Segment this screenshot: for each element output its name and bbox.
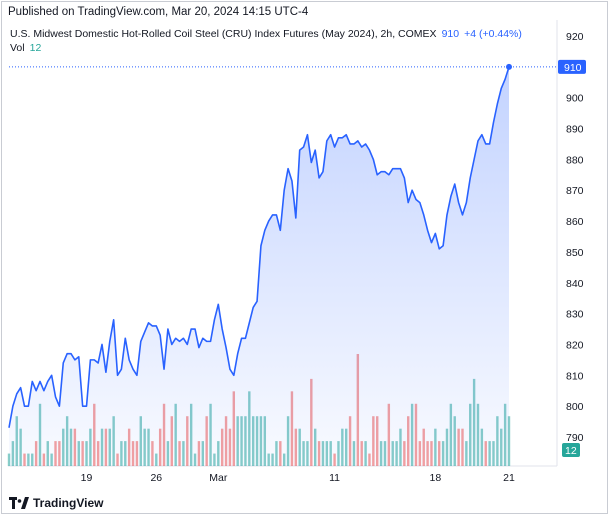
last-price-label: 910 [558, 59, 586, 74]
volume-value-label: 12 [562, 443, 580, 457]
price-area-fill [9, 66, 509, 466]
time-tick-label: 19 [81, 472, 93, 484]
price-tick-label: 800 [566, 401, 584, 413]
last-price-marker [506, 63, 512, 70]
price-tick-label: 840 [566, 278, 584, 290]
price-chart[interactable]: 790800810820830840850860870880890900920 … [0, 0, 611, 490]
price-tick-label: 810 [566, 370, 584, 382]
price-tick-label: 920 [566, 31, 584, 43]
tradingview-logo[interactable]: TradingView [9, 496, 103, 510]
price-tick-label: 860 [566, 216, 584, 228]
price-tick-label: 830 [566, 309, 584, 321]
price-line [8, 66, 510, 428]
last-price-label-text: 910 [564, 62, 582, 74]
time-axis[interactable]: 19 26 Mar 11 18 21 [81, 472, 515, 484]
price-axis[interactable]: 790 800 810 820 830 840 850 860 870 880 890 900 920 [566, 31, 584, 444]
volume-legend-value: 12 [29, 42, 42, 54]
price-tick-label: 890 [566, 124, 584, 136]
symbol-legend[interactable]: U.S. Midwest Domestic Hot-Rolled Coil St… [10, 28, 522, 40]
volume-value-label-text: 12 [565, 445, 577, 457]
price-tick-label: 820 [566, 339, 584, 351]
time-tick-label: 26 [150, 472, 162, 484]
volume-legend-label: Vol [10, 42, 25, 54]
time-tick-label: Mar [209, 472, 228, 484]
published-caption: Published on TradingView.com, Mar 20, 20… [8, 6, 309, 18]
price-tick-label: 850 [566, 247, 584, 259]
time-tick-label: 11 [329, 472, 340, 484]
price-tick-label: 870 [566, 185, 584, 197]
tradingview-brand-text: TradingView [33, 496, 104, 510]
price-tick-label: 880 [566, 154, 584, 166]
price-change: +4 (+0.44%) [464, 28, 522, 40]
time-tick-label: 21 [503, 472, 515, 484]
volume-legend[interactable]: Vol 12 [10, 42, 41, 54]
tradingview-logo-icon [9, 497, 29, 509]
time-tick-label: 18 [430, 472, 442, 484]
price-tick-label: 900 [566, 93, 584, 105]
symbol-title: U.S. Midwest Domestic Hot-Rolled Coil St… [10, 28, 437, 40]
last-price-value: 910 [441, 28, 460, 40]
price-tick-label: 790 [566, 432, 584, 444]
